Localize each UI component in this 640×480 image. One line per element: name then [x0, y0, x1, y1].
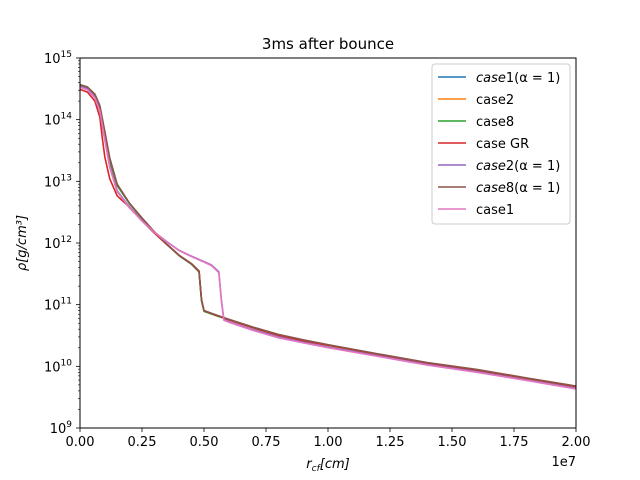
legend-label: case GR [476, 137, 529, 152]
y-tick-label: 1010 [44, 358, 72, 375]
y-tick-label: 1011 [44, 297, 72, 314]
legend-label: case2 [476, 93, 514, 108]
y-axis-title: ρ[g/cm³] [15, 215, 30, 271]
legend-label: case8(α = 1) [476, 181, 560, 196]
x-tick-label: 0.50 [190, 435, 219, 450]
legend-box [431, 63, 571, 225]
legend-label: case1(α = 1) [476, 71, 560, 86]
x-tick-label: 0.25 [128, 435, 157, 450]
x-axis-title: rcf[cm] [306, 457, 349, 474]
x-tick-label: 1.00 [314, 435, 343, 450]
x-axis: 0.00 0.25 0.50 0.75 1.00 1.25 1.50 1.75 2.00 [66, 428, 591, 450]
y-tick-label: 109 [50, 420, 73, 437]
x-tick-label: 1.25 [376, 435, 405, 450]
y-axis: 109 1010 1011 1012 1013 1014 1015 [44, 50, 80, 437]
x-axis-offset-label: 1e7 [551, 455, 576, 470]
y-tick-label: 1015 [44, 50, 72, 67]
y-tick-label: 1012 [44, 235, 72, 252]
legend-label: case8 [476, 115, 514, 130]
legend: case1(α = 1) case2 case8 case GR case2(α = 1… [431, 63, 571, 225]
x-tick-label: 0.00 [66, 435, 95, 450]
x-tick-label: 2.00 [562, 435, 591, 450]
legend-label: case2(α = 1) [476, 159, 560, 174]
x-tick-label: 1.50 [438, 435, 467, 450]
chart-title: 3ms after bounce [262, 35, 394, 53]
x-tick-label: 1.75 [500, 435, 529, 450]
y-tick-label: 1013 [44, 173, 72, 190]
series-line-7 [79, 86, 577, 390]
legend-label: case1 [476, 203, 514, 218]
y-tick-label: 1014 [44, 112, 72, 129]
series-line-6 [79, 83, 577, 387]
plot-series-group [79, 83, 577, 390]
x-tick-label: 0.75 [252, 435, 281, 450]
